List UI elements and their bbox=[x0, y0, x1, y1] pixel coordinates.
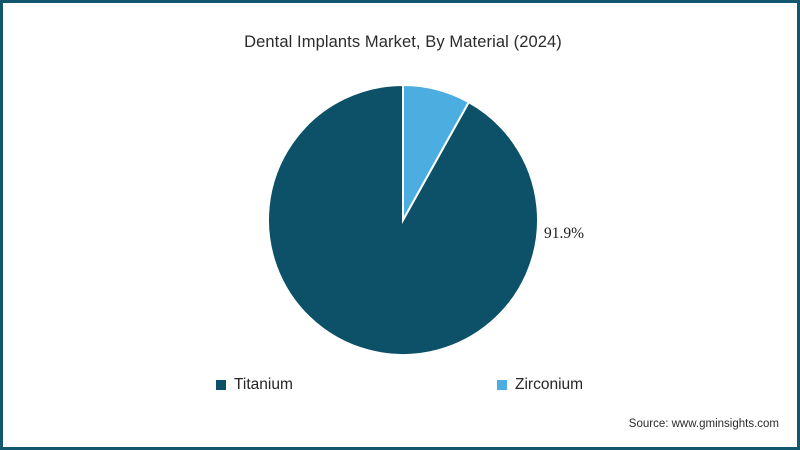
legend-item-zirconium[interactable]: Zirconium bbox=[497, 375, 583, 395]
legend-item-titanium[interactable]: Titanium bbox=[216, 375, 293, 395]
legend-label-titanium: Titanium bbox=[234, 376, 293, 394]
legend-label-zirconium: Zirconium bbox=[515, 376, 584, 394]
pie-chart bbox=[3, 3, 797, 447]
data-label-titanium: 91.9% bbox=[544, 225, 585, 242]
legend-swatch-titanium bbox=[216, 380, 226, 390]
legend-swatch-zirconium bbox=[497, 380, 507, 390]
source-note: Source: www.gminsights.com bbox=[628, 418, 779, 430]
pie-chart-svg bbox=[267, 83, 539, 356]
page-title: Dental Implants Market, By Material (202… bbox=[244, 33, 562, 51]
chart-legend: Titanium Zirconium bbox=[3, 375, 797, 395]
pie-slice-zirconium[interactable] bbox=[402, 83, 471, 224]
